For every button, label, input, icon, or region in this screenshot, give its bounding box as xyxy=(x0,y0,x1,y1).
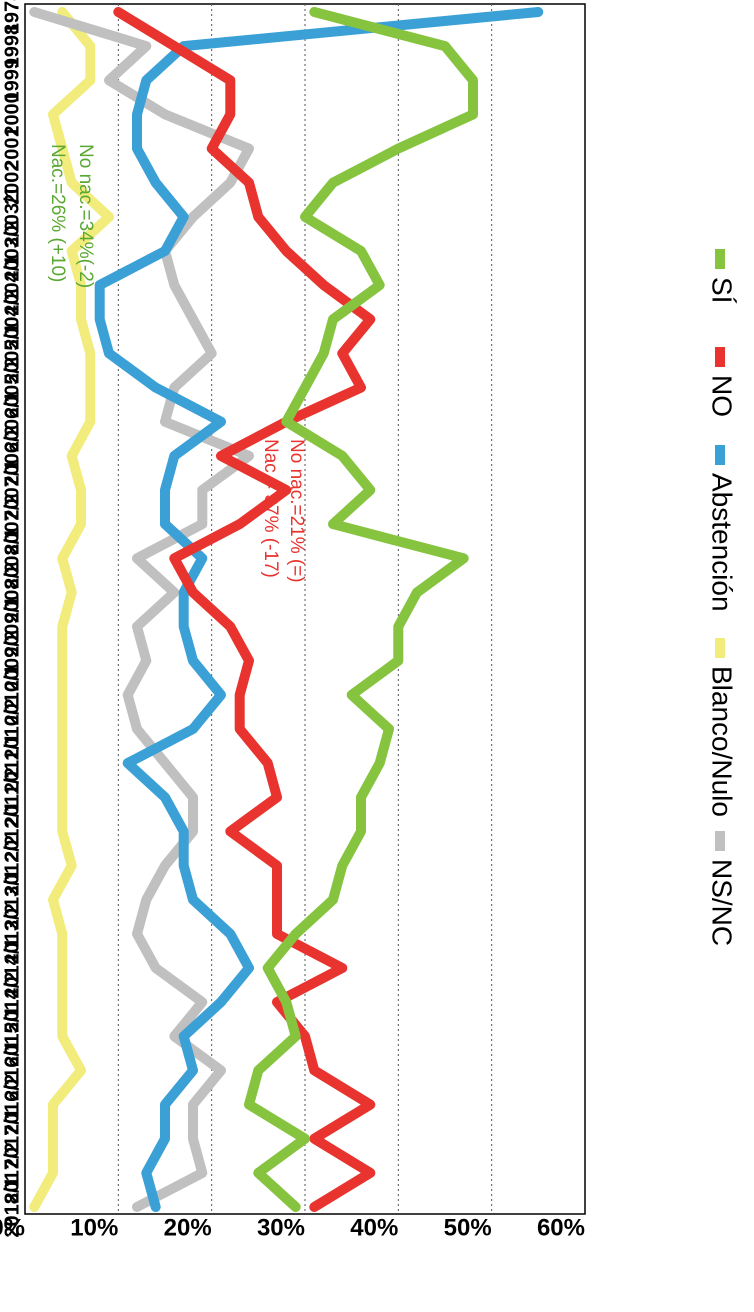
x-tick-labels: 1978199819992000200120022003/12003/22004… xyxy=(1,0,23,1238)
legend-label: NO xyxy=(707,375,738,417)
legend-swatch xyxy=(715,638,725,658)
y-tick-label: 40% xyxy=(350,1214,398,1241)
annotation-green-no-nac: No nac.=34%(-2) xyxy=(75,144,96,288)
legend-swatch xyxy=(715,445,725,465)
legend-label: NS/NC xyxy=(707,859,738,946)
annotation-green-nac: Nac.=26% (+10) xyxy=(47,144,68,282)
legend-swatch xyxy=(715,347,725,367)
legend-swatch xyxy=(715,831,725,851)
y-tick-label: 60% xyxy=(537,1214,585,1241)
y-tick-label: 20% xyxy=(164,1214,212,1241)
legend-label: SÍ xyxy=(707,277,738,304)
y-tick-label: 30% xyxy=(257,1214,305,1241)
annotation-red-no-nac: No nac.=21% (=) xyxy=(286,439,307,583)
annotation-red-nac: Nac.= 37% (-17) xyxy=(260,439,281,578)
y-tick-label: 50% xyxy=(444,1214,492,1241)
legend-label: Blanco/Nulo xyxy=(707,666,738,817)
legend-swatch xyxy=(715,249,725,269)
legend-label: Abstención xyxy=(707,473,738,612)
x-tick-label: 2018/1 xyxy=(1,1176,23,1237)
y-tick-label: 10% xyxy=(70,1214,118,1241)
